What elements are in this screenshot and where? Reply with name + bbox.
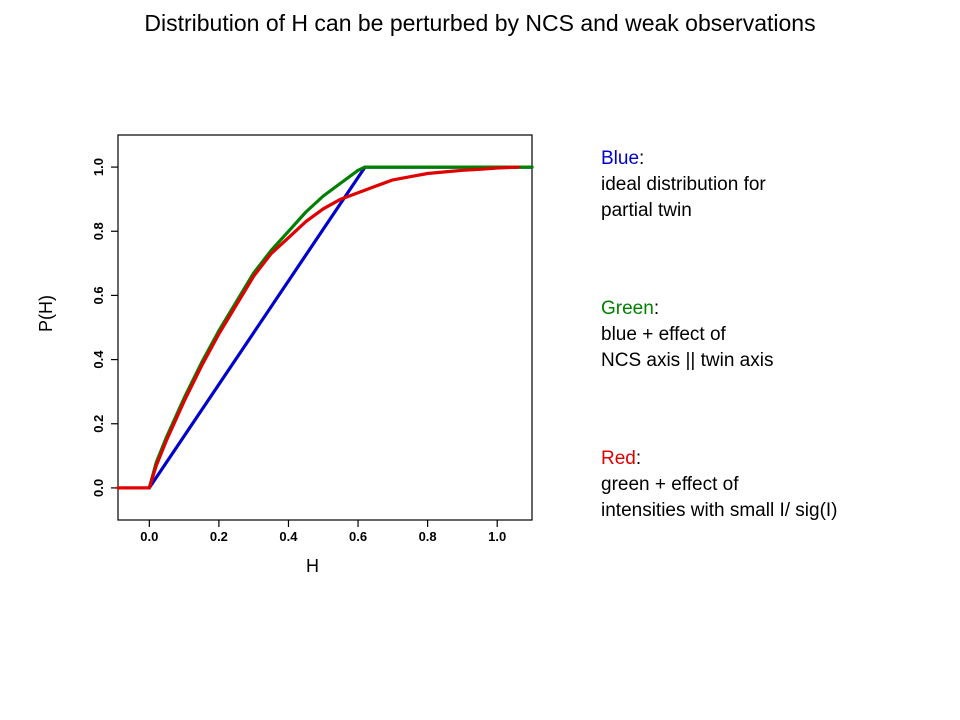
page-title: Distribution of H can be perturbed by NC… (144, 10, 816, 36)
legend-blue: Blue: ideal distribution for partial twi… (601, 146, 766, 224)
x-tick-label-4: 0.8 (419, 529, 437, 544)
plot-frame (117, 134, 533, 521)
y-tick-label-3: 0.6 (91, 286, 106, 304)
legend-blue-line-1: ideal distribution for (601, 174, 766, 195)
series-blue-line (147, 165, 534, 490)
legend-blue-label: Blue (601, 148, 640, 169)
y-tick-label-5: 1.0 (91, 158, 106, 176)
legend-red-label: Red (601, 448, 636, 469)
x-tick-label-2: 0.4 (279, 529, 298, 544)
x-tick-label-0: 0.0 (140, 529, 158, 544)
series-red-line (116, 165, 520, 490)
legend-green: Green: blue + effect of NCS axis || twin… (601, 296, 773, 374)
x-tick-label-1: 0.2 (210, 529, 228, 544)
series-green-line (147, 165, 534, 490)
x-axis-title: H (306, 556, 319, 576)
y-tick-label-2: 0.4 (91, 350, 106, 369)
y-tick-label-4: 0.8 (91, 222, 106, 240)
x-tick-label-5: 1.0 (488, 529, 506, 544)
legend-green-line-2: NCS axis || twin axis (601, 350, 774, 371)
legend-green-label: Green (601, 298, 654, 319)
y-tick-label-1: 0.2 (91, 415, 106, 433)
legend-red: Red: green + effect of intensities with … (601, 446, 838, 524)
legend-red-line-2: intensities with small I/ sig(I) (601, 500, 838, 521)
legend-green-line-1: blue + effect of (601, 324, 726, 345)
x-tick-label-3: 0.6 (349, 529, 367, 544)
legend-blue-line-2: partial twin (601, 200, 692, 221)
legend-red-line-1: green + effect of (601, 474, 739, 495)
y-axis-title: P(H) (36, 295, 56, 332)
y-tick-label-0: 0.0 (91, 479, 106, 497)
